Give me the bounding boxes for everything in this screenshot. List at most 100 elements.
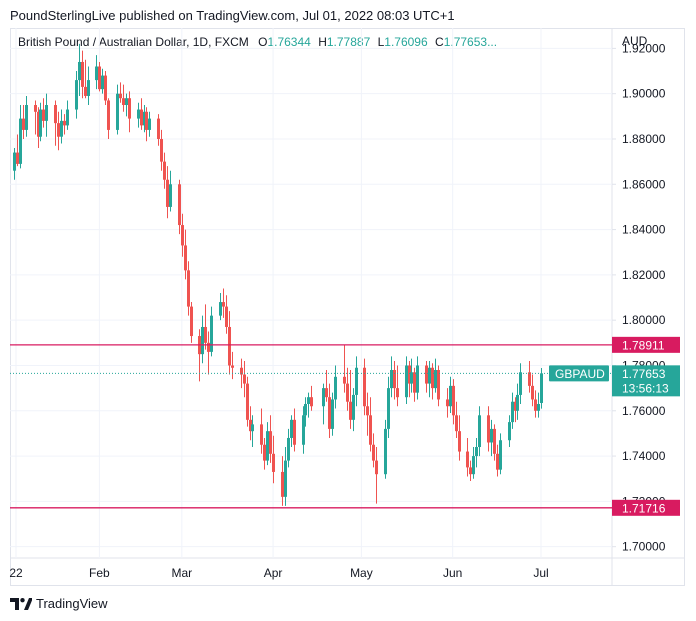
candle-body	[452, 385, 455, 416]
candle-body	[243, 374, 246, 384]
candle-body	[331, 399, 334, 429]
tradingview-logo-icon	[10, 597, 32, 610]
candle-body	[496, 453, 499, 470]
candle	[528, 360, 531, 393]
candle-body	[137, 109, 140, 119]
candle-body	[528, 372, 531, 386]
published-by-line: PoundSterlingLive published on TradingVi…	[10, 8, 455, 23]
time-tick-label: 22	[9, 566, 23, 580]
candle	[60, 109, 63, 144]
candle-body	[60, 120, 63, 137]
candle	[437, 365, 440, 407]
price-tick-label: 1.70000	[622, 540, 666, 554]
candle-body	[375, 460, 378, 475]
candle-body	[446, 399, 449, 407]
candle	[66, 100, 69, 130]
candle-body	[269, 431, 272, 454]
candle-body	[19, 118, 22, 164]
candle	[393, 360, 396, 400]
candle	[246, 376, 249, 427]
candle-body	[169, 184, 172, 207]
chart-frame	[10, 28, 685, 586]
candle-body	[334, 376, 337, 400]
candle-body	[490, 428, 493, 443]
candle	[25, 95, 28, 137]
candle-body	[39, 109, 42, 137]
candle-body	[25, 105, 28, 130]
candle	[334, 365, 337, 409]
horizontal-lines-layer	[10, 344, 612, 509]
candle	[78, 43, 81, 96]
candle	[225, 295, 228, 334]
candle	[387, 376, 390, 438]
candle-body	[249, 419, 252, 432]
candle-body	[405, 365, 408, 398]
symbol-title[interactable]: British Pound / Australian Dollar, 1D, F…	[18, 35, 249, 49]
candle	[514, 397, 517, 423]
candle-body	[437, 370, 440, 400]
candle	[269, 415, 272, 463]
candle	[455, 401, 458, 438]
time-axis: 22 Feb Mar Apr May Jun Jul	[9, 566, 548, 580]
candle-body	[87, 80, 90, 96]
candle-body	[84, 86, 87, 96]
candle	[343, 345, 346, 393]
candle	[478, 406, 481, 457]
candle-body	[343, 376, 346, 384]
candle-body	[166, 179, 169, 207]
close-value: 1.77653...	[443, 35, 498, 49]
price-tick-label: 1.92000	[622, 41, 666, 55]
price-tick-label: 1.82000	[622, 268, 666, 282]
candle	[228, 311, 231, 375]
candle	[119, 82, 122, 103]
candle-body	[204, 326, 207, 343]
candle	[287, 428, 290, 468]
candle-body	[160, 138, 163, 162]
candle	[251, 415, 254, 448]
candle	[290, 415, 293, 448]
candle	[293, 408, 296, 452]
candle-body	[455, 415, 458, 432]
candle	[116, 84, 119, 135]
candle	[352, 388, 355, 432]
candle-body	[128, 98, 131, 119]
candle-body	[369, 415, 372, 445]
candle	[493, 424, 496, 461]
candle-body	[210, 315, 213, 352]
current-price-text: 1.77653	[622, 367, 666, 381]
price-tick-label: 1.88000	[622, 132, 666, 146]
candle-body	[475, 447, 478, 457]
open-label: O	[258, 35, 268, 49]
candle	[346, 367, 349, 411]
candle	[266, 422, 269, 466]
tradingview-footer[interactable]: TradingView	[10, 596, 108, 611]
candle-body	[293, 419, 296, 445]
candle-body	[516, 394, 519, 411]
candle-body	[37, 111, 40, 137]
candle	[469, 460, 472, 481]
candle-body	[266, 431, 269, 461]
candle-body	[325, 388, 328, 398]
candle	[222, 288, 225, 318]
candle-body	[207, 342, 210, 352]
candle-body	[322, 388, 325, 407]
candle	[122, 84, 125, 112]
candle-body	[54, 105, 57, 124]
candle-body	[514, 401, 517, 411]
candle-body	[78, 61, 81, 81]
candle	[54, 100, 57, 146]
candle-body	[98, 66, 101, 90]
candle	[181, 213, 184, 257]
candle-body	[413, 372, 416, 393]
candle-body	[13, 152, 16, 171]
candle	[508, 415, 511, 448]
candle-body	[434, 370, 437, 389]
price-tick-label: 1.84000	[622, 223, 666, 237]
candle	[496, 444, 499, 477]
candle-body	[143, 111, 146, 126]
candle	[452, 379, 455, 425]
candle	[157, 114, 160, 146]
candle-body	[284, 460, 287, 497]
candle-body	[57, 123, 60, 137]
